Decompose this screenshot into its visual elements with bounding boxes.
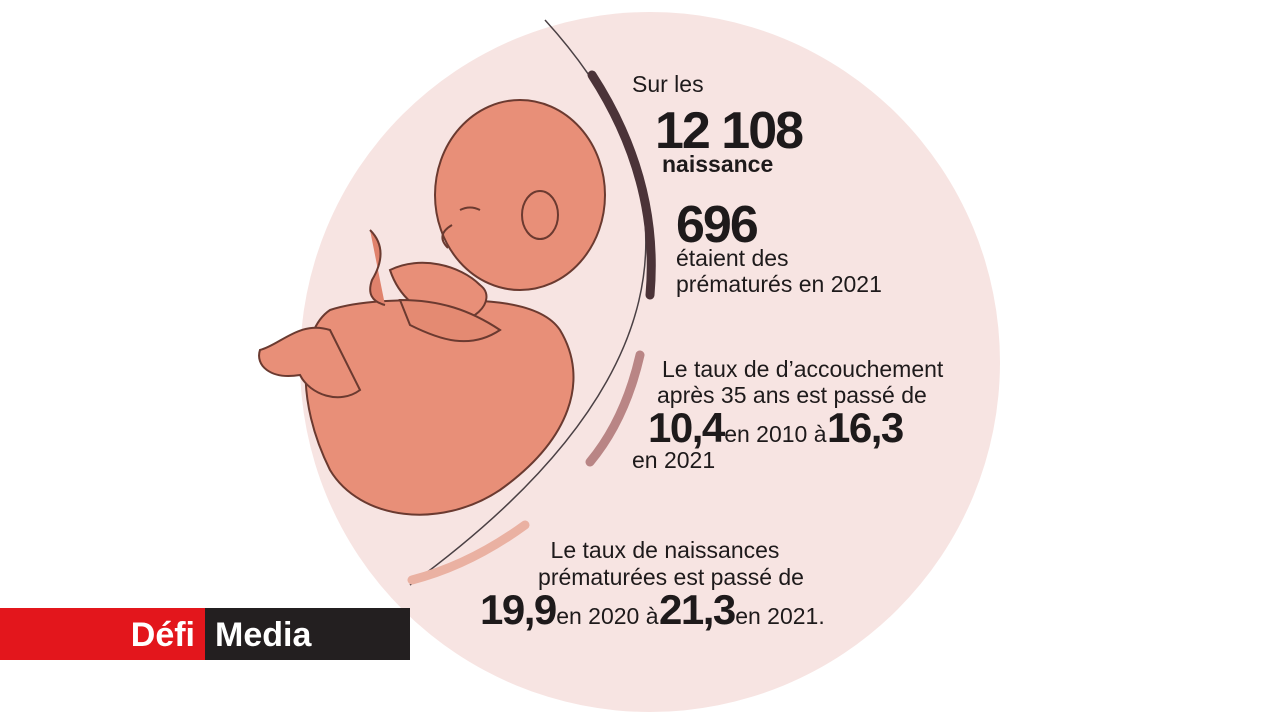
fetus-illustration [258, 99, 606, 516]
logo-red-block [0, 608, 205, 660]
from-text: en 2010 à [724, 421, 827, 447]
from-text: en 2020 à [556, 603, 659, 629]
premature-line: étaient des [676, 245, 789, 271]
premature-number: 696 [676, 196, 758, 254]
arc-segment-mauve [585, 350, 645, 467]
to-text: en 2021. [735, 603, 825, 629]
from-value: 10,4 [648, 404, 726, 451]
premature-rate-line: prématurées est passé de [538, 564, 804, 590]
intro: Sur les [632, 71, 704, 97]
arc-segment-dark [587, 70, 656, 300]
late-delivery-line: après 35 ans est passé de [657, 382, 927, 408]
births-number: 12 108 [655, 102, 803, 160]
from-value: 19,9 [480, 586, 556, 633]
logo-dark-block [205, 608, 410, 660]
premature-line: prématurés en 2021 [676, 271, 882, 297]
to-value: 21,3 [659, 586, 735, 633]
logo-name: Media [215, 616, 312, 654]
logo: Défi Media [0, 608, 410, 660]
births-label: naissance [662, 151, 773, 177]
late-delivery-values: 10,4 en 2010 à 16,3 [648, 404, 903, 451]
arc-segment-peach [407, 520, 530, 585]
to-value: 16,3 [827, 404, 903, 451]
logo-brand: Défi [131, 616, 195, 654]
late-delivery-line: Le taux de d’accouchement [662, 356, 944, 382]
premature-rate-values: 19,9 en 2020 à 21,3 en 2021. [480, 586, 825, 633]
premature-rate-line: Le taux de naissances [551, 537, 780, 563]
late-delivery-to-text: en 2021 [632, 447, 715, 473]
